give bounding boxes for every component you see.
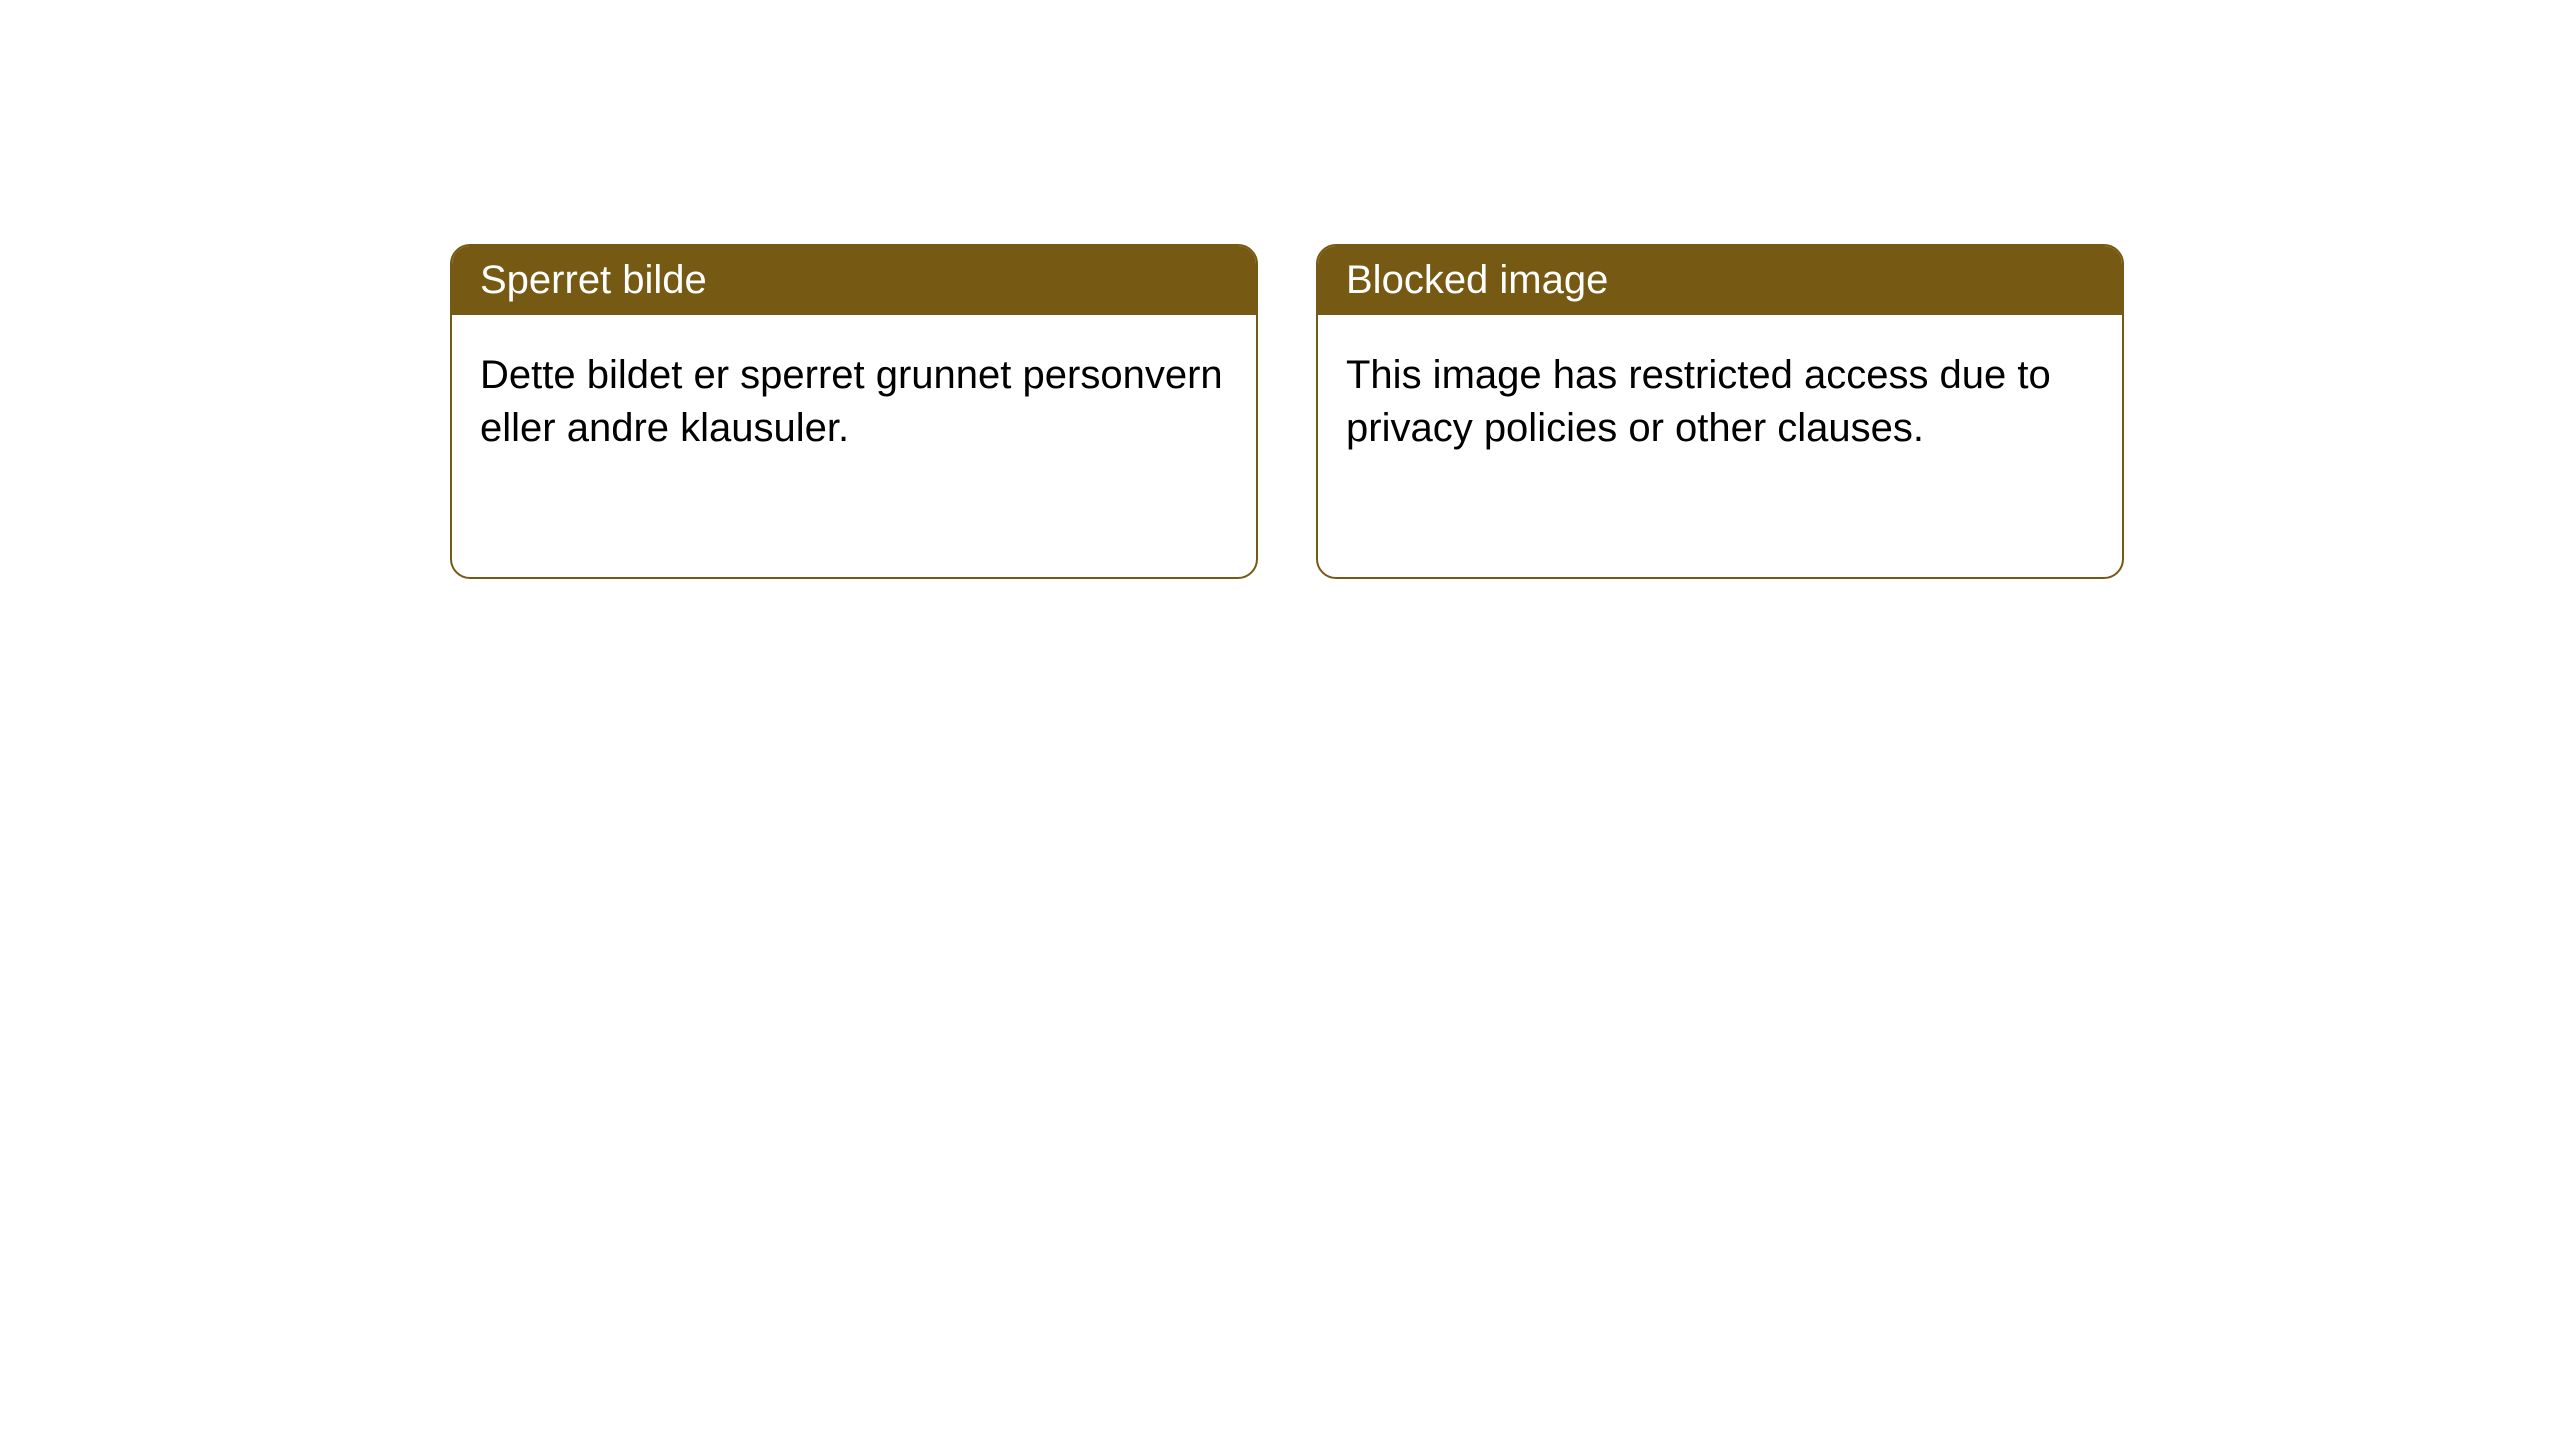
notice-body-no: Dette bildet er sperret grunnet personve… xyxy=(452,315,1256,489)
notice-card-no: Sperret bilde Dette bildet er sperret gr… xyxy=(450,244,1258,579)
notice-title-no: Sperret bilde xyxy=(452,246,1256,315)
notice-card-en: Blocked image This image has restricted … xyxy=(1316,244,2124,579)
notice-body-en: This image has restricted access due to … xyxy=(1318,315,2122,489)
notice-title-en: Blocked image xyxy=(1318,246,2122,315)
notice-container: Sperret bilde Dette bildet er sperret gr… xyxy=(0,0,2560,579)
